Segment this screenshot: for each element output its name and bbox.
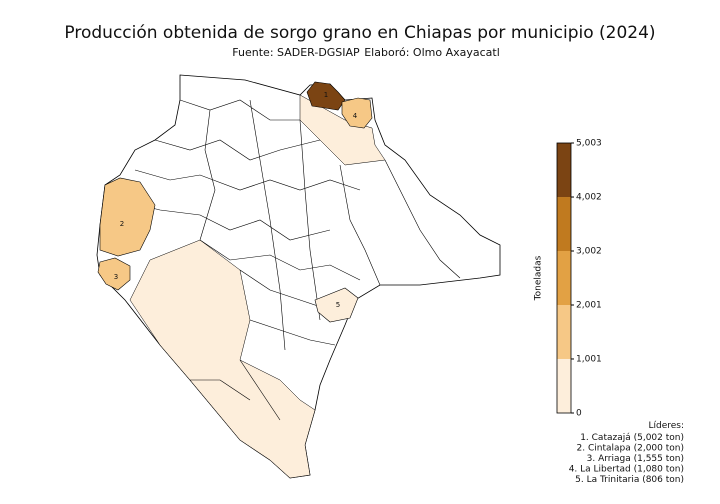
colorbar-bin (557, 358, 571, 413)
leader-municipality (341, 97, 373, 129)
leader-municipality (314, 287, 359, 323)
colorbar-bin (557, 305, 571, 359)
source: Fuente: SADER-DGSIAP (232, 46, 360, 59)
map-label: 2 (120, 220, 124, 228)
author: Elaboró: Olmo Axayacatl (364, 46, 500, 59)
map-label: 5 (336, 301, 340, 309)
colorbar-tick-label: 1,001 (576, 354, 602, 364)
leader-municipality (306, 81, 346, 111)
colorbar-tick-label: 4,002 (576, 193, 602, 203)
municipal-boundaries (119, 99, 461, 421)
colorbar-tick-label: 0 (576, 409, 582, 419)
colorbar-bin (557, 197, 571, 251)
leader-item: 1. Catazajá (5,002 ton) (580, 433, 684, 443)
map-label: 4 (353, 112, 358, 120)
colorbar-frame (556, 142, 572, 414)
leader-item: 5. La Trinitaria (806 ton) (575, 475, 684, 485)
colorbar-bin (557, 143, 571, 198)
map-label: 3 (114, 273, 118, 281)
map (96, 74, 501, 479)
colorbar-tick-label: 2,001 (576, 301, 602, 311)
leader-item: 2. Cintalapa (2,000 ton) (577, 444, 684, 454)
map-label: 1 (324, 91, 328, 99)
leader-item: 4. La Libertad (1,080 ton) (569, 465, 684, 475)
colorbar-bin (557, 250, 571, 306)
leader-municipality (97, 257, 131, 291)
leader-municipality (99, 177, 156, 257)
colorbar-tick-label: 3,002 (576, 246, 602, 256)
colorbar-label: Toneladas (534, 255, 544, 301)
leader-item: 3. Arriaga (1,555 ton) (587, 454, 684, 464)
leaders-title: Líderes: (648, 421, 684, 431)
region (129, 239, 316, 479)
colorbar-tick-label: 5,003 (576, 139, 602, 149)
title: Producción obtenida de sorgo grano en Ch… (64, 23, 655, 43)
